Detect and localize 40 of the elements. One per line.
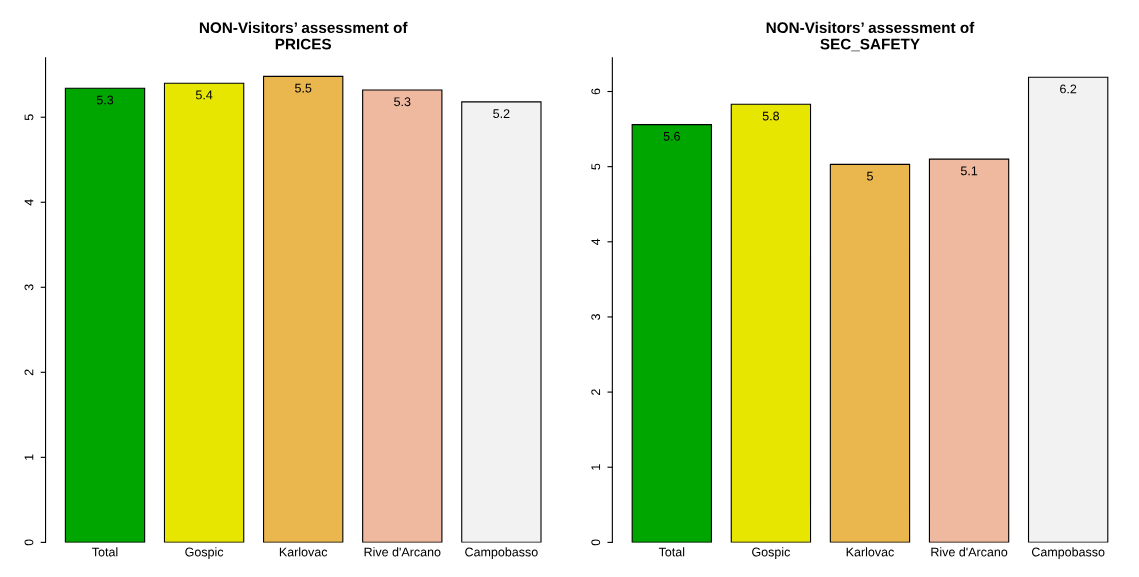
y-tick-label: 0 xyxy=(591,539,601,546)
x-tick-label: Rive d'Arcano xyxy=(364,547,441,557)
data-label: 5.6 xyxy=(663,131,680,141)
x-tick-label: Gospic xyxy=(185,547,224,559)
x-tick-label: Campobasso xyxy=(465,547,538,559)
data-label: 5.2 xyxy=(493,109,510,119)
y-tick-label: 4 xyxy=(24,199,34,206)
x-tick-label: Total xyxy=(92,547,118,557)
x-tick-label: Rive d'Arcano xyxy=(931,547,1008,557)
y-tick-label: 2 xyxy=(591,389,601,395)
x-tick-label: Karlovac xyxy=(846,547,894,557)
y-tick-label: 6 xyxy=(591,88,601,95)
x-tick-label: Gospic xyxy=(752,547,791,559)
data-label: 5.3 xyxy=(96,95,114,105)
data-label: 5.8 xyxy=(762,111,780,121)
bar xyxy=(1027,76,1109,543)
data-label: 6.2 xyxy=(1060,84,1077,94)
data-label: 5.1 xyxy=(960,166,978,176)
x-tick-label: Karlovac xyxy=(279,547,328,557)
bar xyxy=(829,163,911,543)
y-tick-label: 1 xyxy=(24,454,34,460)
data-label: 5.3 xyxy=(394,97,411,107)
y-tick-label: 2 xyxy=(24,369,34,376)
data-label: 5.5 xyxy=(295,83,312,93)
x-tick-label: Campobasso xyxy=(1031,547,1105,559)
bar xyxy=(730,103,812,543)
chart-title: NON-Visitors’ assessment of SEC_SAFETY xyxy=(766,21,975,52)
y-tick-label: 5 xyxy=(24,114,34,121)
data-label: 5.4 xyxy=(195,90,213,100)
y-tick-label: 3 xyxy=(591,314,601,320)
x-tick-label: Total xyxy=(658,547,685,557)
y-tick-label: 4 xyxy=(591,238,601,245)
y-tick-label: 0 xyxy=(24,539,34,546)
y-tick-label: 5 xyxy=(591,163,601,170)
bar xyxy=(631,124,712,543)
y-tick-label: 3 xyxy=(24,284,34,291)
data-label: 5 xyxy=(867,171,873,181)
y-tick-label: 1 xyxy=(591,464,601,470)
bar xyxy=(928,158,1010,543)
chart-title: NON-Visitors’ assessment of PRICES xyxy=(199,21,408,50)
